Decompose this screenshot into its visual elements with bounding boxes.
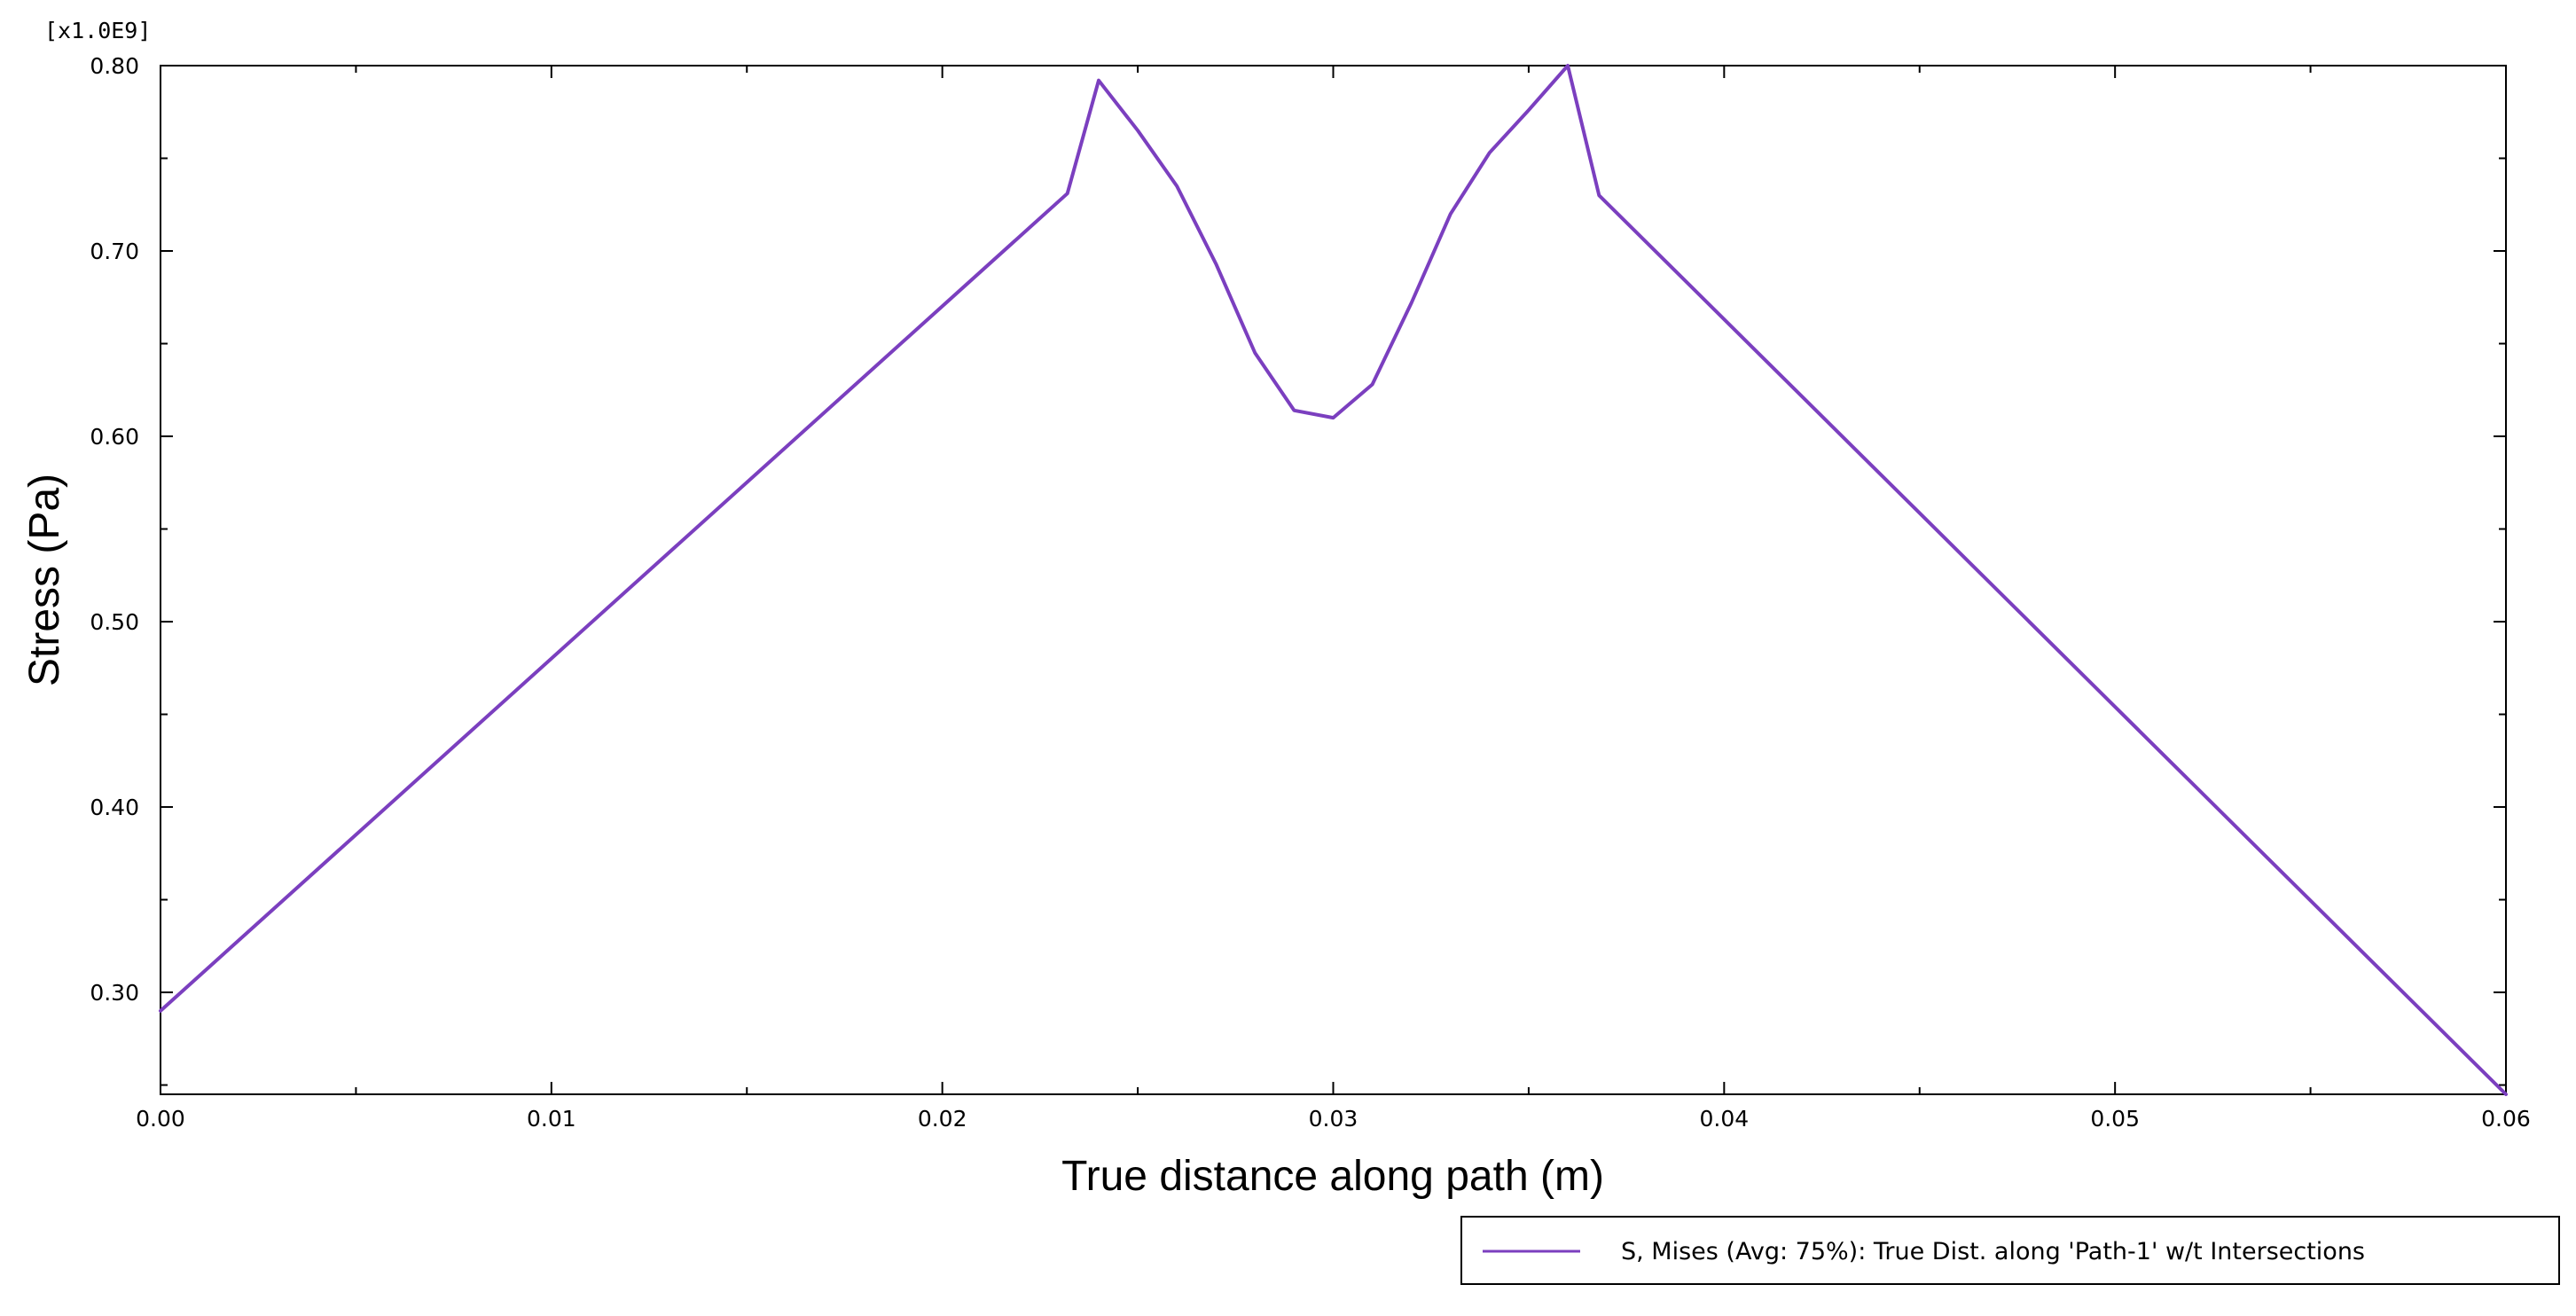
y-axis-title: Stress (Pa) — [21, 474, 68, 686]
x-axis-title: True distance along path (m) — [1061, 1153, 1604, 1200]
x-tick-labels: 0.00 0.01 0.02 0.03 0.04 0.05 0.06 — [136, 1106, 2531, 1132]
legend-label: S, Mises (Avg: 75%): True Dist. along 'P… — [1621, 1238, 2365, 1265]
axis-ticks — [160, 65, 2507, 1094]
x-tick-label: 0.06 — [2481, 1106, 2531, 1132]
series-line — [159, 64, 2508, 1096]
y-tick-label: 0.40 — [90, 795, 139, 820]
legend: S, Mises (Avg: 75%): True Dist. along 'P… — [1460, 1216, 2560, 1285]
y-tick-label: 0.80 — [90, 53, 139, 79]
y-tick-label: 0.30 — [90, 980, 139, 1006]
x-tick-label: 0.01 — [527, 1106, 576, 1132]
y-tick-label: 0.60 — [90, 424, 139, 450]
legend-box — [1460, 1216, 2560, 1285]
y-tick-label: 0.70 — [90, 239, 139, 264]
x-tick-label: 0.02 — [918, 1106, 967, 1132]
x-tick-label: 0.05 — [2090, 1106, 2140, 1132]
x-tick-label: 0.00 — [136, 1106, 185, 1132]
x-tick-label: 0.03 — [1309, 1106, 1358, 1132]
series-lines — [159, 64, 2508, 1096]
plot-frame — [160, 65, 2507, 1095]
y-tick-labels: 0.30 0.40 0.50 0.60 0.70 0.80 — [90, 53, 139, 1006]
x-tick-label: 0.04 — [1699, 1106, 1749, 1132]
y-scale-multiplier: [x1.0E9] — [44, 18, 151, 43]
y-tick-label: 0.50 — [90, 609, 139, 635]
